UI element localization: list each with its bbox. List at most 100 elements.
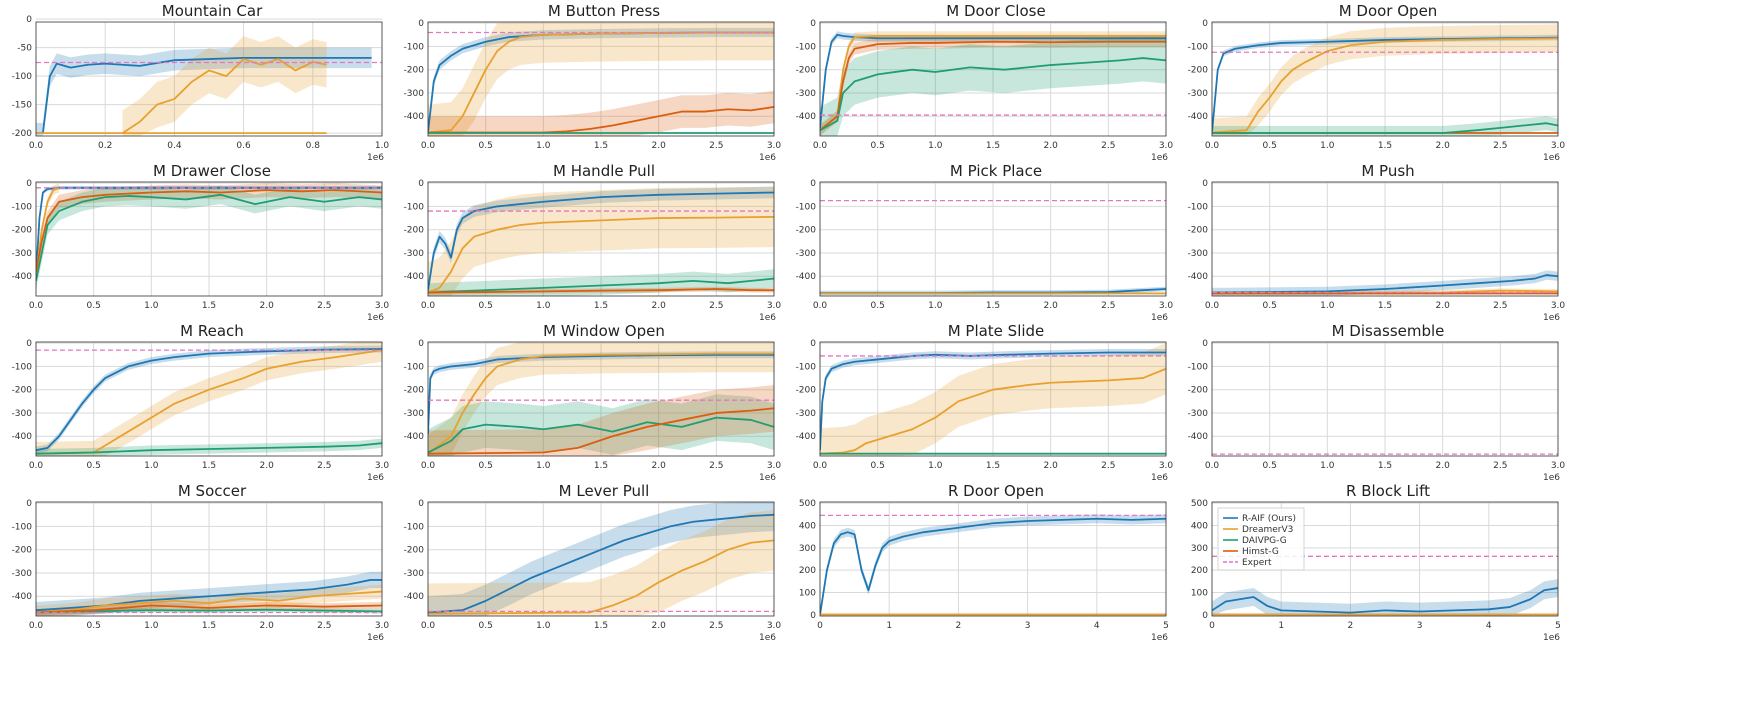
series-line [36, 590, 382, 614]
subplot-title: M Door Open [1338, 2, 1438, 20]
y-tick-label: -200 [404, 226, 425, 236]
series-line [820, 367, 1166, 455]
y-tick-label: -100 [1188, 202, 1209, 212]
x-tick-label: 3.0 [1159, 141, 1174, 151]
x-exponent-label: 1e6 [1543, 473, 1560, 483]
x-tick-label: 2.5 [709, 141, 723, 151]
confidence-band [820, 348, 1166, 454]
x-tick-label: 2.0 [652, 461, 667, 471]
axes-frame [35, 501, 383, 617]
series-line [1212, 122, 1558, 134]
confidence-band [122, 36, 327, 136]
series-line [820, 33, 1166, 128]
series-group [428, 342, 774, 456]
x-tick-label: 1.0 [536, 461, 551, 471]
y-tick-label: 0 [1202, 19, 1208, 29]
y-tick-label: 400 [799, 521, 816, 531]
series-line [122, 58, 327, 134]
subplot-m-door-close: M Door Close 0.0 0.5 1.0 1.5 2.0 2.5 3.0 -400 -30… [786, 2, 1176, 163]
y-tick-label: 100 [799, 589, 816, 599]
x-tick-label: 2.0 [652, 621, 667, 631]
y-tick-label: 100 [1191, 589, 1208, 599]
series-group [1212, 270, 1558, 296]
x-tick-label: 0.5 [1263, 141, 1277, 151]
y-tick-label: -150 [12, 101, 33, 111]
x-tick-label: 2.5 [1493, 141, 1507, 151]
x-tick-label: 3 [1025, 621, 1031, 631]
series-line [428, 353, 774, 434]
confidence-band [820, 514, 1166, 616]
x-tick-label: 2.5 [317, 621, 331, 631]
y-tick-label: -400 [12, 432, 33, 442]
confidence-band [428, 502, 774, 616]
x-tick-label: 1.0 [536, 141, 551, 151]
subplot-title: M Reach [180, 322, 244, 340]
x-tick-label: 0.5 [871, 461, 885, 471]
confidence-band [428, 186, 774, 296]
y-tick-label: -300 [1188, 249, 1209, 259]
x-tick-label: 1.5 [986, 461, 1000, 471]
x-exponent-label: 1e6 [367, 633, 384, 643]
x-tick-label: 1 [1278, 621, 1284, 631]
x-tick-label: 0 [1209, 621, 1215, 631]
subplot-title: M Plate Slide [947, 322, 1045, 340]
subplot-m-reach: M Reach 0.0 0.5 1.0 1.5 2.0 2.5 3.0 -400 -300 -200… [2, 322, 392, 483]
y-tick-label: -200 [12, 226, 33, 236]
y-tick-label: -100 [12, 522, 33, 532]
y-tick-label: -200 [796, 66, 817, 76]
y-tick-label: -400 [404, 432, 425, 442]
x-exponent-label: 1e6 [367, 153, 384, 163]
x-tick-label: 1.5 [594, 621, 608, 631]
confidence-band [428, 90, 774, 136]
x-tick-label: 0.5 [87, 301, 101, 311]
x-tick-label: 2.0 [260, 621, 275, 631]
series-line [820, 351, 1166, 451]
x-tick-label: 0.5 [871, 301, 885, 311]
y-tick-label: -300 [796, 249, 817, 259]
x-exponent-label: 1e6 [759, 153, 776, 163]
y-tick-label: 500 [799, 499, 816, 509]
series-group [428, 22, 774, 136]
x-tick-label: 1.5 [1378, 301, 1392, 311]
x-tick-label: 2 [1348, 621, 1354, 631]
series-group [428, 502, 774, 616]
x-tick-label: 0.0 [1205, 141, 1220, 151]
x-tick-label: 5 [1163, 621, 1169, 631]
y-tick-label: -300 [12, 409, 33, 419]
axes-frame [819, 181, 1167, 297]
y-tick-label: -200 [404, 66, 425, 76]
confidence-band [1212, 270, 1558, 296]
x-tick-label: 0.0 [29, 141, 44, 151]
plot-area: 0.0 0.5 1.0 1.5 2.0 2.5 3.0 -400 -300 -200 -100 0 1e… [796, 179, 1174, 323]
y-tick-label: 400 [1191, 521, 1208, 531]
y-tick-label: 0 [810, 339, 816, 349]
y-tick-label: -400 [1188, 272, 1209, 282]
x-tick-label: 1.5 [1378, 461, 1392, 471]
plot-area: 0.0 0.5 1.0 1.5 2.0 2.5 3.0 -400 -300 -200 -100 0 1e… [1188, 339, 1566, 483]
axes-frame [1211, 501, 1559, 617]
x-tick-label: 1.0 [928, 141, 943, 151]
y-tick-label: 0 [418, 499, 424, 509]
x-tick-label: 3.0 [375, 621, 390, 631]
y-tick-label: -400 [796, 112, 817, 122]
x-tick-label: 1.0 [928, 301, 943, 311]
y-tick-label: 200 [799, 566, 816, 576]
x-tick-label: 2.5 [1101, 301, 1115, 311]
y-tick-label: -300 [404, 89, 425, 99]
x-tick-label: 2.5 [1493, 461, 1507, 471]
x-exponent-label: 1e6 [759, 313, 776, 323]
x-tick-label: 1.0 [536, 301, 551, 311]
y-tick-label: -100 [404, 42, 425, 52]
series-line [36, 189, 382, 272]
confidence-band [36, 345, 382, 454]
series-line [428, 106, 774, 134]
x-tick-label: 0.0 [813, 461, 828, 471]
x-tick-label: 2.0 [260, 461, 275, 471]
series-group [820, 514, 1166, 616]
subplot-m-pick-place: M Pick Place 0.0 0.5 1.0 1.5 2.0 2.5 3.0 -400 -30… [786, 162, 1176, 323]
x-tick-label: 2.5 [317, 461, 331, 471]
x-tick-label: 0.0 [1205, 301, 1220, 311]
y-tick-label: -50 [17, 44, 32, 54]
axes-frame [1211, 181, 1559, 297]
axes-frame [819, 341, 1167, 457]
